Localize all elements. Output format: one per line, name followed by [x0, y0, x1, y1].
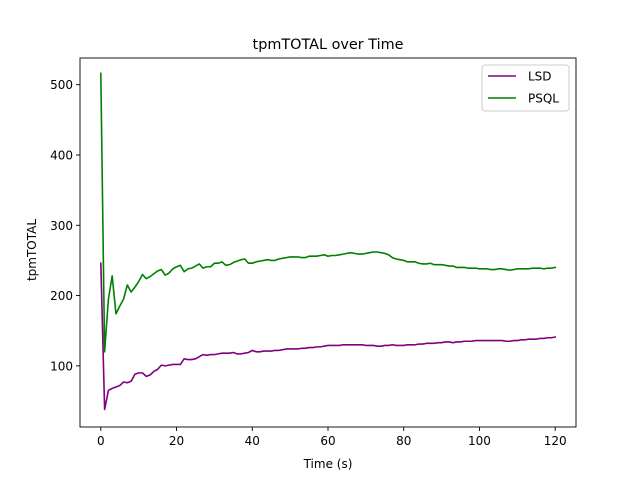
x-tick-label: 100	[468, 434, 491, 448]
x-tick-label: 20	[169, 434, 184, 448]
series-line-lsd	[99, 262, 557, 411]
series-layer	[99, 72, 557, 411]
y-tick-label: 500	[50, 78, 73, 92]
legend-label-psql: PSQL	[528, 92, 559, 106]
x-tick-label: 0	[97, 434, 105, 448]
x-tick-label: 60	[320, 434, 335, 448]
x-tick-label: 120	[544, 434, 567, 448]
x-tick-label: 80	[396, 434, 411, 448]
y-tick-label: 200	[50, 289, 73, 303]
y-axis-label: tpmTOTAL	[25, 219, 39, 281]
series-line-psql	[100, 72, 557, 353]
x-tick-label: 40	[245, 434, 260, 448]
legend-label-lsd: LSD	[528, 70, 552, 84]
y-tick-label: 300	[50, 219, 73, 233]
axes-layer: 0 20 40 60 80 100 120 100 200 300 400 500	[50, 57, 577, 448]
chart-title: tpmTOTAL over Time	[253, 37, 404, 53]
x-axis-label: Time (s)	[303, 457, 353, 471]
y-tick-label: 400	[50, 148, 73, 162]
legend: LSD PSQL	[481, 64, 570, 112]
y-tick-label: 100	[50, 359, 73, 373]
